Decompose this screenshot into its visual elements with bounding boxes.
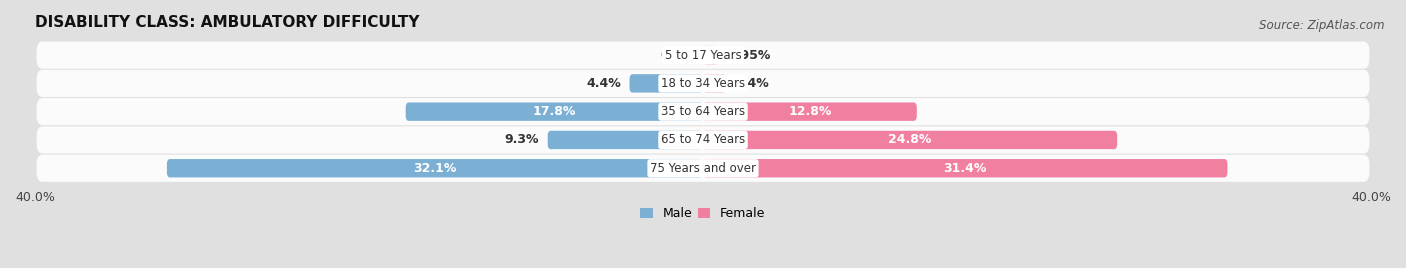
Text: 4.4%: 4.4% — [586, 77, 621, 90]
Text: 18 to 34 Years: 18 to 34 Years — [661, 77, 745, 90]
FancyBboxPatch shape — [703, 102, 917, 121]
Text: Source: ZipAtlas.com: Source: ZipAtlas.com — [1260, 19, 1385, 32]
Text: DISABILITY CLASS: AMBULATORY DIFFICULTY: DISABILITY CLASS: AMBULATORY DIFFICULTY — [35, 15, 419, 30]
Legend: Male, Female: Male, Female — [636, 202, 770, 225]
Text: 32.1%: 32.1% — [413, 162, 457, 175]
Text: 1.4%: 1.4% — [735, 77, 769, 90]
Text: 0.0%: 0.0% — [659, 49, 695, 62]
Text: 12.8%: 12.8% — [789, 105, 831, 118]
FancyBboxPatch shape — [703, 74, 727, 92]
FancyBboxPatch shape — [548, 131, 703, 149]
Text: 5 to 17 Years: 5 to 17 Years — [665, 49, 741, 62]
FancyBboxPatch shape — [703, 159, 1227, 177]
FancyBboxPatch shape — [37, 70, 1369, 97]
FancyBboxPatch shape — [167, 159, 703, 177]
FancyBboxPatch shape — [630, 74, 703, 92]
FancyBboxPatch shape — [37, 98, 1369, 125]
FancyBboxPatch shape — [406, 102, 703, 121]
Text: 35 to 64 Years: 35 to 64 Years — [661, 105, 745, 118]
Text: 31.4%: 31.4% — [943, 162, 987, 175]
Text: 65 to 74 Years: 65 to 74 Years — [661, 133, 745, 146]
Text: 17.8%: 17.8% — [533, 105, 576, 118]
Text: 75 Years and over: 75 Years and over — [650, 162, 756, 175]
FancyBboxPatch shape — [37, 126, 1369, 154]
FancyBboxPatch shape — [37, 42, 1369, 69]
FancyBboxPatch shape — [703, 46, 718, 64]
FancyBboxPatch shape — [703, 131, 1118, 149]
Text: 9.3%: 9.3% — [505, 133, 540, 146]
Text: 0.95%: 0.95% — [727, 49, 770, 62]
Text: 24.8%: 24.8% — [889, 133, 932, 146]
FancyBboxPatch shape — [37, 155, 1369, 182]
